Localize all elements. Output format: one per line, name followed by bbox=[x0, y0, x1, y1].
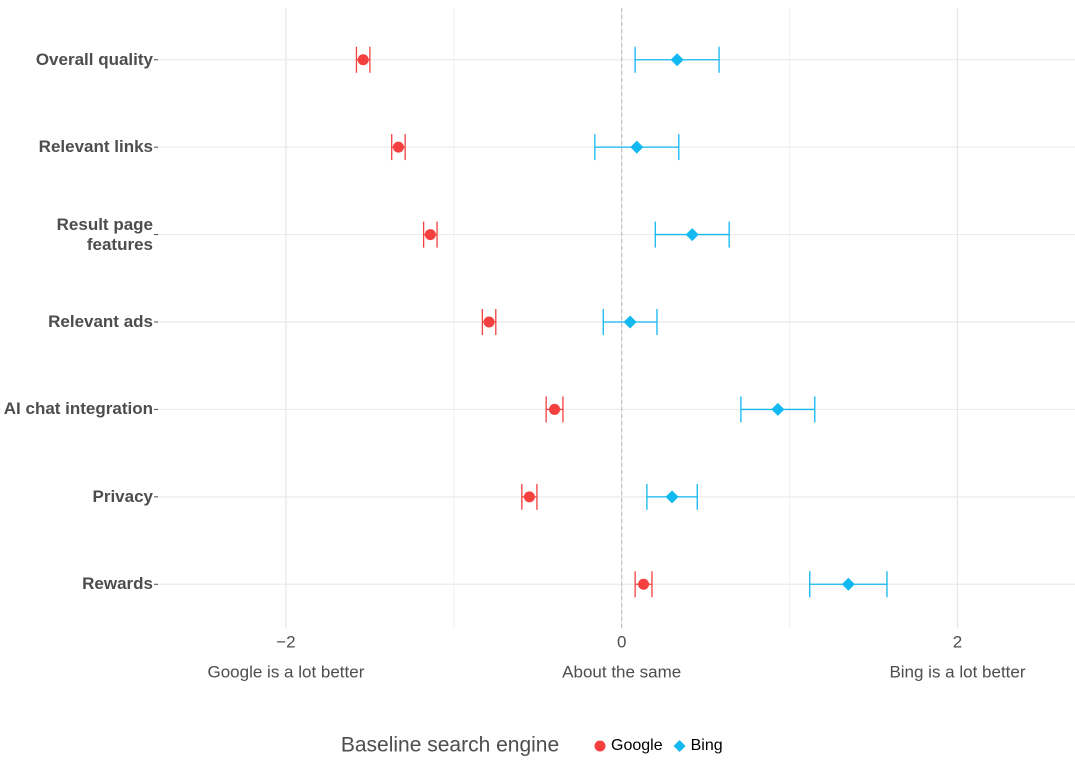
point bbox=[670, 53, 684, 67]
y-tick-label: AI chat integration bbox=[3, 399, 153, 419]
y-tick-label: Privacy bbox=[92, 486, 154, 506]
point bbox=[841, 577, 855, 591]
y-tick-label: Rewards bbox=[82, 574, 153, 594]
point bbox=[630, 140, 644, 154]
point bbox=[483, 316, 495, 328]
point bbox=[424, 229, 436, 241]
point bbox=[665, 490, 679, 504]
y-tick-label: Relevant links bbox=[38, 137, 153, 157]
y-tick-label: Result page features bbox=[56, 214, 153, 254]
x-tick-caption: Bing is a lot better bbox=[889, 662, 1025, 681]
legend-label: Bing bbox=[691, 737, 723, 754]
legend-marker bbox=[673, 740, 686, 752]
point bbox=[685, 228, 699, 242]
point bbox=[623, 315, 637, 329]
x-tick-label: −2 bbox=[276, 632, 295, 651]
point bbox=[638, 578, 650, 590]
legend-title: Baseline search engine bbox=[341, 734, 559, 757]
y-tick-label: Relevant ads bbox=[48, 312, 153, 331]
point bbox=[771, 402, 785, 416]
x-tick-caption: About the same bbox=[562, 662, 681, 681]
point bbox=[549, 403, 561, 415]
y-tick-label: Overall quality bbox=[35, 49, 153, 69]
legend-label: Google bbox=[611, 737, 663, 754]
x-tick-caption: Google is a lot better bbox=[208, 662, 365, 681]
x-tick-label: 2 bbox=[953, 632, 962, 651]
point bbox=[523, 491, 535, 503]
point bbox=[357, 54, 369, 66]
x-tick-label: 0 bbox=[617, 632, 626, 651]
point bbox=[392, 141, 404, 153]
legend-marker bbox=[594, 740, 606, 752]
